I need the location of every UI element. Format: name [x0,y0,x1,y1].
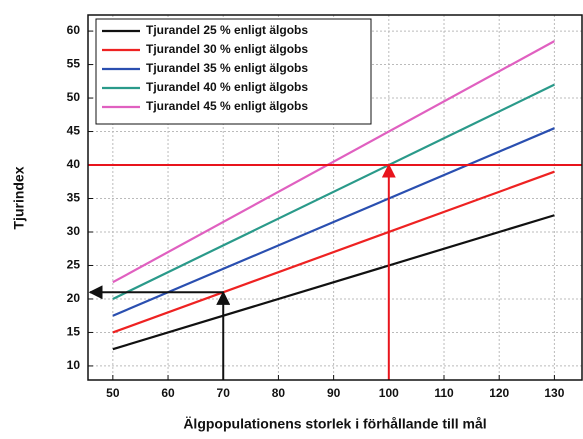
series-line [112,40,555,284]
x-tick-label: 110 [434,386,454,400]
legend-label: Tjurandel 45 % enligt älgobs [146,99,308,113]
legend-label: Tjurandel 30 % enligt älgobs [146,42,308,56]
x-tick-label: 70 [217,386,231,400]
y-tick-label: 15 [67,325,81,339]
y-tick-label: 60 [67,23,81,37]
y-tick-label: 35 [67,191,81,205]
x-axis-label: Älgpopulationens storlek i förhållande t… [183,416,486,432]
y-axis-label: Tjurindex [11,166,27,229]
series-line [112,170,555,334]
legend-label: Tjurandel 35 % enligt älgobs [146,61,308,75]
x-tick-label: 120 [489,386,509,400]
x-tick-label: 50 [106,386,120,400]
y-tick-label: 55 [67,57,81,71]
y-tick-label: 10 [67,358,81,372]
x-tick-label: 130 [544,386,564,400]
y-tick-label: 30 [67,224,81,238]
y-tick-label: 50 [67,90,81,104]
x-tick-label: 60 [161,386,175,400]
y-tick-label: 40 [67,157,81,171]
y-tick-label: 20 [67,291,81,305]
y-tick-label: 45 [67,124,81,138]
x-tick-label: 100 [379,386,399,400]
plot-frame [87,14,583,381]
x-tick-label: 90 [327,386,341,400]
y-tick-label: 25 [67,258,81,272]
series-line [112,214,555,351]
series-line [112,83,555,300]
legend-box [95,18,372,125]
series-line [112,127,555,317]
legend-label: Tjurandel 25 % enligt älgobs [146,23,308,37]
x-tick-label: 80 [272,386,286,400]
legend-label: Tjurandel 40 % enligt älgobs [146,80,308,94]
